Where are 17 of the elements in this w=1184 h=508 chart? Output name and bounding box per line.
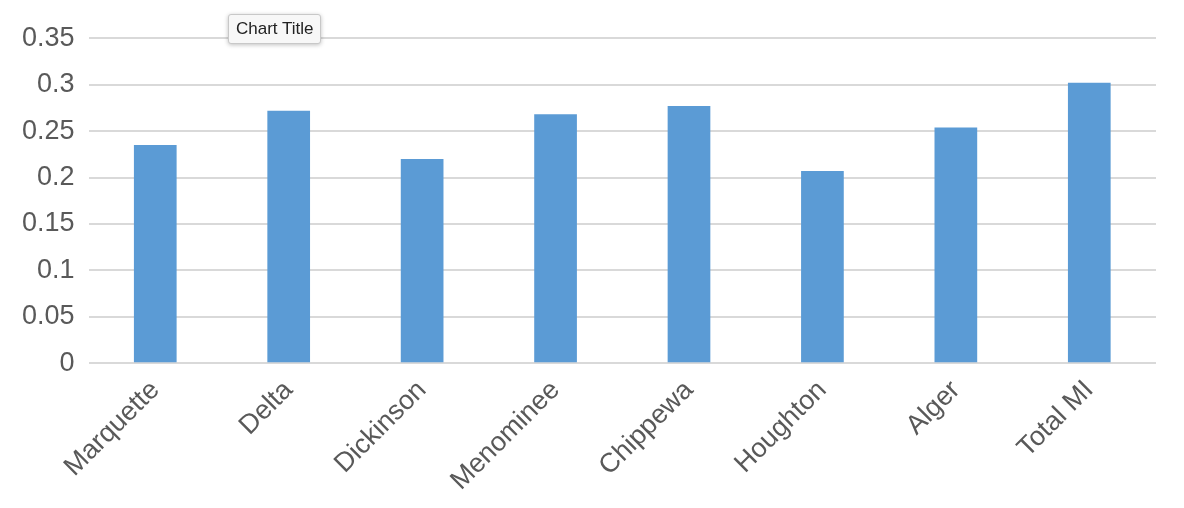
y-tick-label: 0.2 [37,161,75,191]
bar [801,171,844,363]
y-tick-label: 0.25 [21,114,75,145]
bar [934,127,978,363]
y-tick-label: 0.3 [37,68,75,99]
bar [1067,82,1111,363]
bar [534,114,577,363]
bar [400,158,444,363]
bar [267,110,311,363]
y-tick-label: 0.1 [37,253,75,284]
y-tick-label: 0.35 [21,21,75,52]
y-tick-label: 0.05 [21,300,75,331]
y-tick-label: 0.15 [21,207,75,238]
bar [133,145,177,363]
y-tick-label: 0 [59,346,75,377]
text: Chart Title [228,14,322,44]
bar [667,106,711,363]
